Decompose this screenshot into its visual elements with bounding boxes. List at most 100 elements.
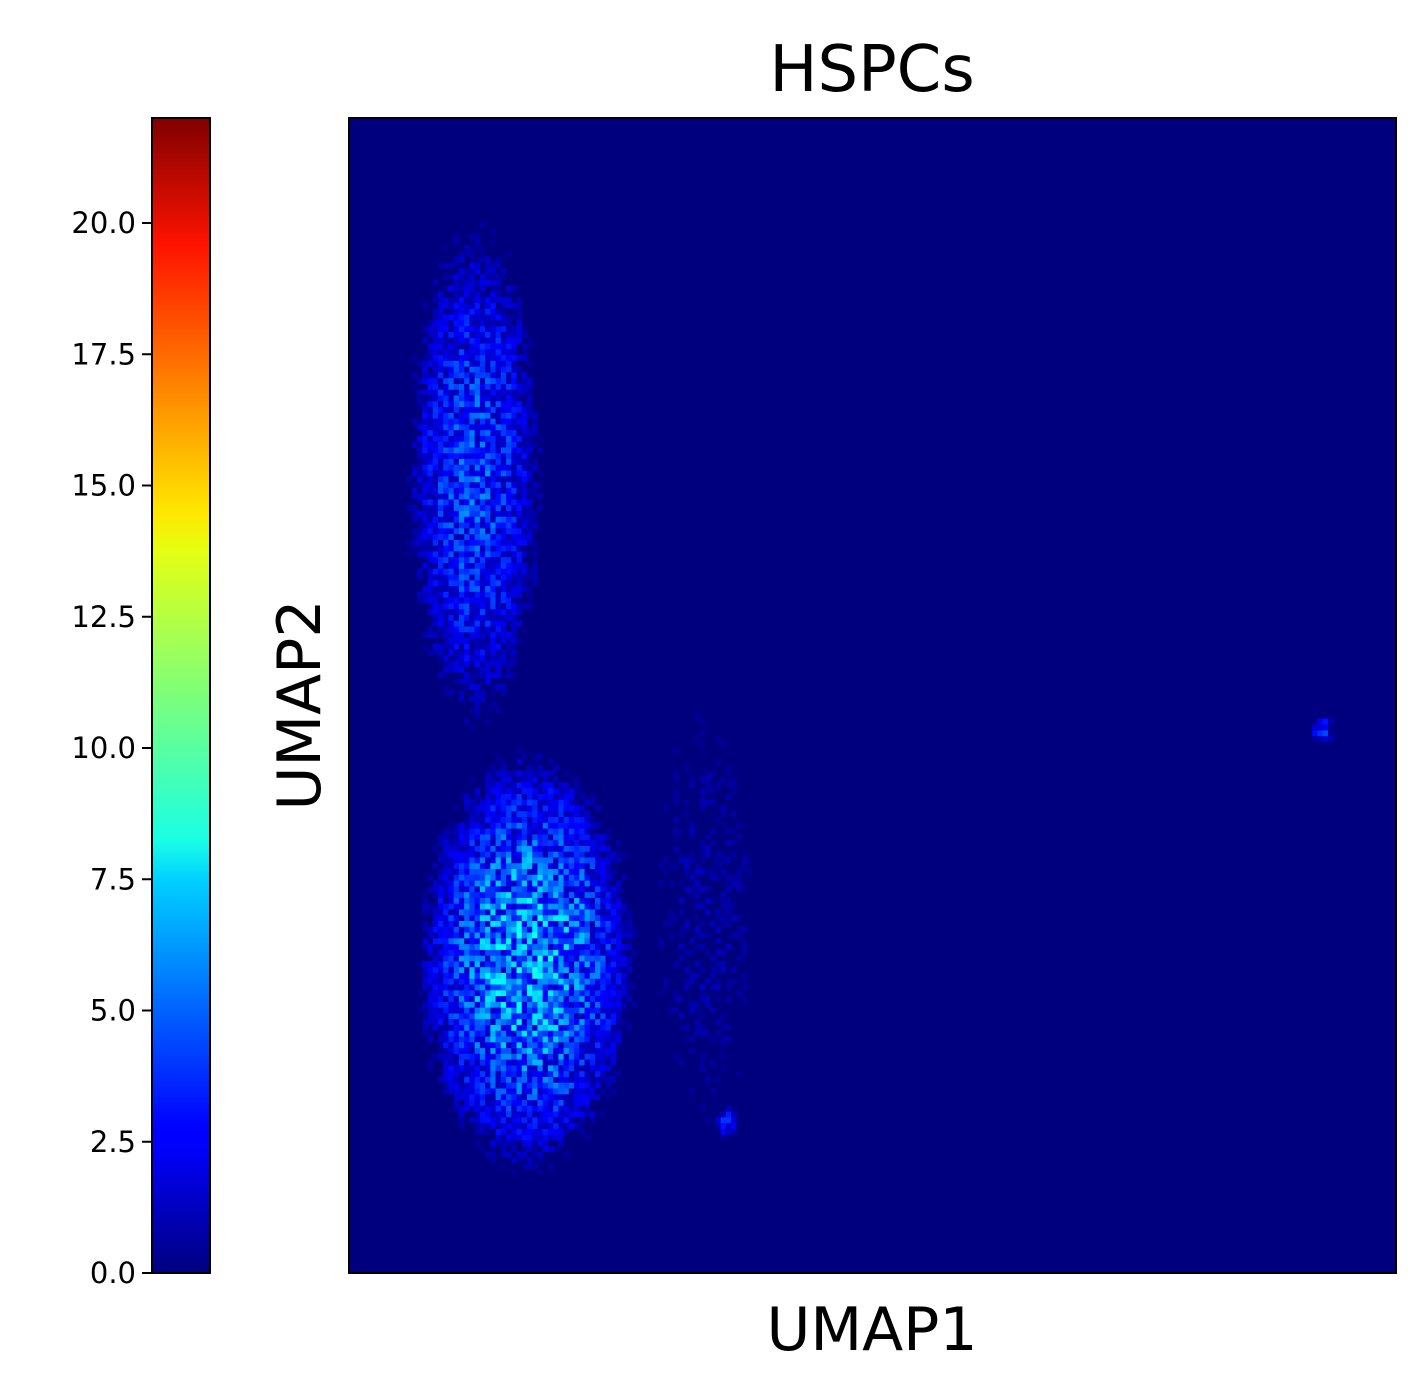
heatmap-cell <box>605 1053 612 1060</box>
heatmap-cell <box>474 649 481 656</box>
heatmap-cell <box>532 926 538 933</box>
heatmap-cell <box>563 1151 570 1158</box>
heatmap-cell <box>490 816 496 823</box>
heatmap-cell <box>432 533 439 540</box>
heatmap-cell <box>521 574 528 581</box>
heatmap-cell <box>458 1001 465 1008</box>
heatmap-cell <box>595 914 601 922</box>
heatmap-cell <box>406 551 413 558</box>
heatmap-cell <box>746 868 753 875</box>
heatmap-cell <box>422 470 428 477</box>
heatmap-cell <box>610 932 617 939</box>
heatmap-cell <box>511 366 517 373</box>
heatmap-cell <box>443 995 449 1002</box>
heatmap-cell <box>532 412 538 419</box>
heatmap-cell <box>464 279 470 286</box>
heatmap-cell <box>673 845 680 852</box>
heatmap-cell <box>506 562 512 569</box>
heatmap-cell <box>427 349 434 356</box>
heatmap-cell <box>537 932 543 939</box>
heatmap-cell <box>469 972 475 979</box>
heatmap-cell <box>521 938 528 945</box>
heatmap-cell <box>464 580 470 587</box>
heatmap-cell <box>495 759 502 766</box>
heatmap-cell <box>589 880 596 887</box>
heatmap-cell <box>469 1093 475 1101</box>
heatmap-cell <box>579 1030 585 1037</box>
heatmap-cell <box>500 932 507 939</box>
heatmap-cell <box>537 851 543 858</box>
heatmap-cell <box>464 297 470 304</box>
heatmap-cell <box>542 903 549 910</box>
heatmap-cell <box>600 961 606 968</box>
heatmap-cell <box>427 1001 434 1008</box>
heatmap-cell <box>448 857 455 864</box>
heatmap-cell <box>458 1082 465 1089</box>
heatmap-cell <box>563 874 570 881</box>
heatmap-cell <box>704 909 711 916</box>
heatmap-cell <box>453 649 460 656</box>
heatmap-cell <box>568 1001 575 1008</box>
heatmap-cell <box>547 978 554 985</box>
heatmap-cell <box>542 1018 549 1025</box>
heatmap-cell <box>516 1151 523 1158</box>
heatmap-cell <box>610 1001 617 1008</box>
heatmap-cell <box>485 545 491 552</box>
heatmap-cell <box>521 972 528 979</box>
heatmap-cell <box>506 418 512 425</box>
heatmap-cell <box>495 805 502 812</box>
heatmap-cell <box>558 1128 564 1135</box>
heatmap-cell <box>417 528 423 535</box>
heatmap-cell <box>474 487 481 494</box>
heatmap-cell <box>427 649 434 656</box>
heatmap-cell <box>500 320 507 327</box>
heatmap-cell <box>568 914 575 922</box>
heatmap-cell <box>526 383 533 390</box>
heatmap-cell <box>568 1059 575 1066</box>
heatmap-cell <box>469 481 475 488</box>
heatmap-cell <box>532 857 538 864</box>
heatmap-cell <box>621 961 627 968</box>
heatmap-cell <box>464 429 470 436</box>
heatmap-cell <box>432 476 439 483</box>
heatmap-cell <box>511 822 517 829</box>
heatmap-cell <box>694 943 701 950</box>
heatmap-cell <box>464 938 470 945</box>
heatmap-cell <box>443 597 449 604</box>
heatmap-cell <box>411 470 418 477</box>
heatmap-cell <box>448 626 455 633</box>
heatmap-cell <box>511 660 517 667</box>
heatmap-cell <box>553 799 559 806</box>
heatmap-cell <box>537 1013 543 1020</box>
heatmap-cell <box>485 1076 491 1083</box>
heatmap-cell <box>432 966 439 973</box>
heatmap-cell <box>427 1007 434 1014</box>
heatmap-cell <box>526 874 533 881</box>
heatmap-cell <box>526 978 533 985</box>
heatmap-cell <box>553 1024 559 1031</box>
heatmap-cell <box>443 487 449 494</box>
heatmap-cell <box>438 1001 444 1008</box>
heatmap-cell <box>490 1122 496 1129</box>
heatmap-cell <box>506 978 512 985</box>
heatmap-cell <box>542 972 549 979</box>
heatmap-cell <box>579 862 585 870</box>
heatmap-cell <box>490 834 496 841</box>
heatmap-cell <box>526 811 533 818</box>
heatmap-cell <box>725 1122 732 1129</box>
heatmap-cell <box>448 1007 455 1014</box>
heatmap-cell <box>547 1013 554 1020</box>
heatmap-cell <box>511 481 517 488</box>
heatmap-cell <box>584 1053 591 1060</box>
heatmap-cell <box>699 1059 706 1066</box>
heatmap-cell <box>553 1082 559 1089</box>
heatmap-cell <box>443 516 449 523</box>
heatmap-cell <box>506 441 512 448</box>
heatmap-cell <box>500 435 507 442</box>
heatmap-cell <box>506 909 512 916</box>
heatmap-cell <box>511 955 517 962</box>
heatmap-cell <box>495 1140 502 1147</box>
heatmap-cell <box>731 1122 737 1129</box>
heatmap-cell <box>532 909 538 916</box>
heatmap-cell <box>532 1134 538 1141</box>
